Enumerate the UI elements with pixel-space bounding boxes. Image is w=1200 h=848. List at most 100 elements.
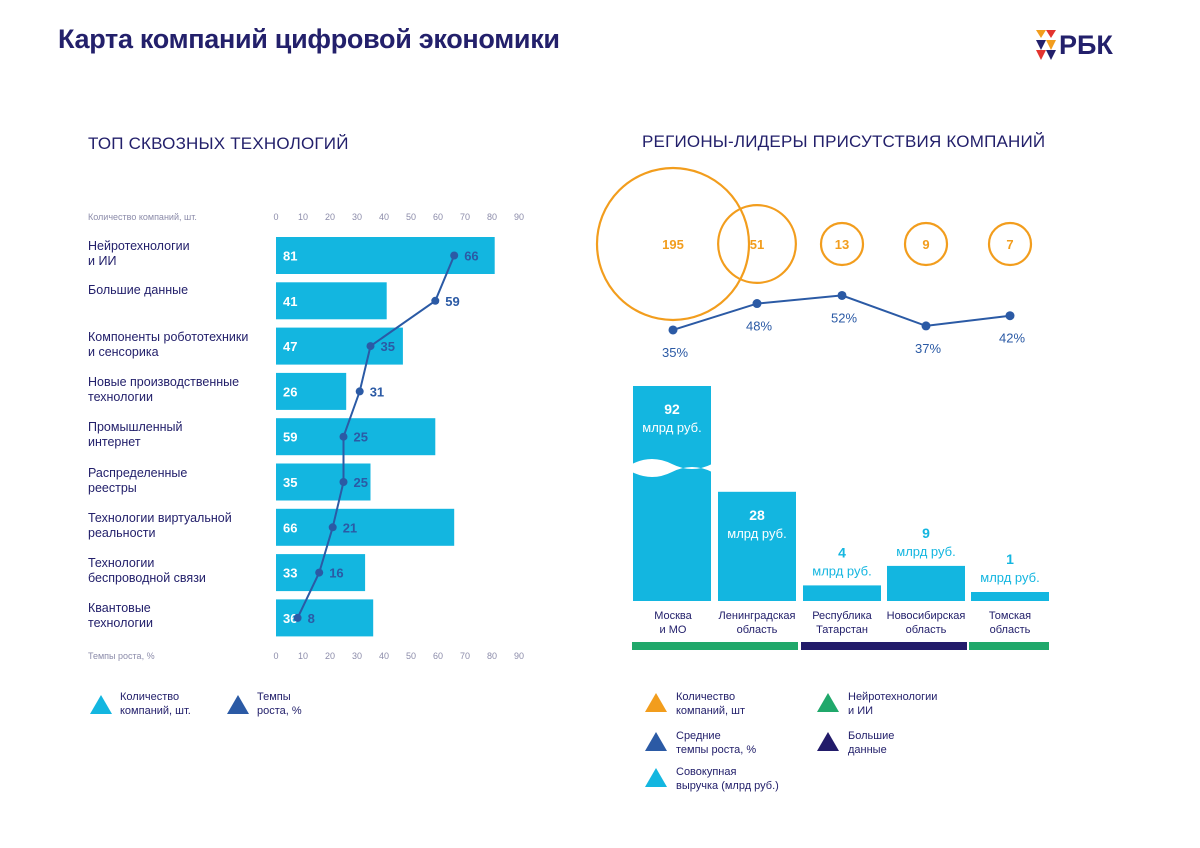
bar bbox=[276, 327, 403, 365]
legend-label: Нейротехнологии и ИИ bbox=[848, 691, 938, 717]
bubble bbox=[819, 221, 865, 267]
bar bbox=[276, 508, 455, 546]
region-growth-point bbox=[1005, 311, 1015, 321]
revenue-value-label: 28 bbox=[749, 507, 765, 523]
bar bbox=[276, 282, 387, 320]
growth-point bbox=[355, 387, 364, 396]
bar-value-label: 59 bbox=[283, 430, 297, 445]
tick-bottom: 10 bbox=[298, 651, 308, 661]
category-label: Технологии беспроводной связи bbox=[88, 556, 206, 586]
group-bar bbox=[969, 642, 1049, 650]
legend-triangle-icon bbox=[90, 695, 112, 714]
tick-top: 60 bbox=[433, 212, 443, 222]
bubble bbox=[987, 221, 1033, 267]
region-label: Томская область bbox=[988, 610, 1032, 636]
axis-label-bottom: Темпы роста, % bbox=[88, 651, 155, 661]
tick-bottom: 0 bbox=[273, 651, 278, 661]
page-title: Карта компаний цифровой экономики bbox=[58, 24, 560, 54]
tick-bottom: 50 bbox=[406, 651, 416, 661]
tick-bottom: 30 bbox=[352, 651, 362, 661]
category-label: Промышленный интернет bbox=[88, 420, 183, 450]
growth-point bbox=[293, 613, 302, 622]
region-growth-label: 42% bbox=[999, 331, 1025, 346]
bar bbox=[276, 372, 347, 410]
legend-label: Количество компаний, шт. bbox=[120, 691, 191, 717]
legend-label: Большие данные bbox=[848, 730, 895, 756]
revenue-bar bbox=[633, 386, 711, 601]
legend-triangle-icon bbox=[817, 732, 839, 751]
region-growth-label: 52% bbox=[831, 310, 857, 325]
revenue-value-label: 92 bbox=[664, 401, 680, 417]
bar-break-wave bbox=[632, 459, 712, 477]
logo-triangles-icon bbox=[1036, 30, 1056, 60]
legend-triangle-icon bbox=[817, 693, 839, 712]
revenue-value-label: 4 bbox=[838, 544, 846, 560]
region-growth-point bbox=[837, 290, 847, 300]
legend-label: Совокупная выручка (млрд руб.) bbox=[676, 766, 779, 792]
bar-value-label: 33 bbox=[283, 566, 297, 581]
bar-value-label: 35 bbox=[283, 475, 297, 490]
category-label: Квантовые технологии bbox=[88, 601, 154, 631]
growth-value-label: 21 bbox=[343, 520, 357, 535]
tick-bottom: 70 bbox=[460, 651, 470, 661]
growth-point bbox=[315, 568, 324, 577]
tick-bottom: 60 bbox=[433, 651, 443, 661]
bar bbox=[276, 418, 436, 456]
region-growth-label: 37% bbox=[915, 341, 941, 356]
tick-bottom: 80 bbox=[487, 651, 497, 661]
tick-top: 30 bbox=[352, 212, 362, 222]
tick-top: 90 bbox=[514, 212, 524, 222]
region-label: Ленинградская область bbox=[718, 610, 796, 636]
bar-value-label: 66 bbox=[283, 520, 297, 535]
growth-value-label: 16 bbox=[329, 566, 343, 581]
bubble bbox=[717, 204, 797, 284]
growth-point bbox=[339, 432, 348, 441]
bubble-value-label: 195 bbox=[662, 237, 684, 252]
tick-top: 20 bbox=[325, 212, 335, 222]
revenue-unit-label: млрд руб. bbox=[642, 420, 701, 435]
bubble-value-label: 13 bbox=[835, 237, 849, 252]
bar bbox=[276, 463, 371, 501]
bar-value-label: 26 bbox=[283, 384, 297, 399]
growth-point bbox=[339, 478, 348, 486]
tick-top: 80 bbox=[487, 212, 497, 222]
region-growth-label: 48% bbox=[746, 319, 772, 334]
group-bar bbox=[801, 642, 967, 650]
bar-value-label: 81 bbox=[283, 249, 297, 264]
bubble-value-label: 9 bbox=[922, 237, 929, 252]
region-label: Москва и МО bbox=[654, 610, 692, 636]
legend-triangle-icon bbox=[645, 693, 667, 712]
tick-bottom: 20 bbox=[325, 651, 335, 661]
revenue-unit-label: млрд руб. bbox=[980, 570, 1039, 585]
bubble bbox=[595, 166, 751, 322]
category-label: Новые производственные технологии bbox=[88, 374, 240, 404]
category-label: Распределенные реестры bbox=[88, 465, 188, 495]
growth-value-label: 31 bbox=[370, 384, 384, 399]
category-label: Нейротехнологии и ИИ bbox=[88, 239, 190, 268]
right-chart-title: РЕГИОНЫ-ЛИДЕРЫ ПРИСУТСТВИЯ КОМПАНИЙ bbox=[642, 132, 1046, 151]
bar-value-label: 36 bbox=[283, 611, 297, 626]
growth-point bbox=[328, 523, 337, 532]
revenue-unit-label: млрд руб. bbox=[727, 526, 786, 541]
tick-top: 70 bbox=[460, 212, 470, 222]
legend-triangle-icon bbox=[227, 695, 249, 714]
tick-bottom: 40 bbox=[379, 651, 389, 661]
bubble bbox=[903, 221, 949, 267]
growth-value-label: 25 bbox=[354, 430, 368, 445]
revenue-bar bbox=[887, 565, 965, 601]
region-growth-point bbox=[752, 299, 762, 309]
region-growth-point bbox=[668, 325, 678, 335]
bar bbox=[276, 599, 374, 637]
growth-value-label: 35 bbox=[381, 339, 395, 354]
category-label: Технологии виртуальной реальности bbox=[88, 510, 232, 540]
logo-text: РБК bbox=[1059, 30, 1113, 60]
growth-point bbox=[366, 342, 375, 351]
category-label: Большие данные bbox=[88, 283, 189, 298]
tick-top: 40 bbox=[379, 212, 389, 222]
bar-value-label: 41 bbox=[283, 294, 297, 309]
bubble-value-label: 7 bbox=[1006, 237, 1013, 252]
tick-top: 50 bbox=[406, 212, 416, 222]
bar bbox=[276, 237, 495, 274]
revenue-bar bbox=[718, 491, 796, 601]
legend-label: Средние темпы роста, % bbox=[676, 730, 757, 756]
